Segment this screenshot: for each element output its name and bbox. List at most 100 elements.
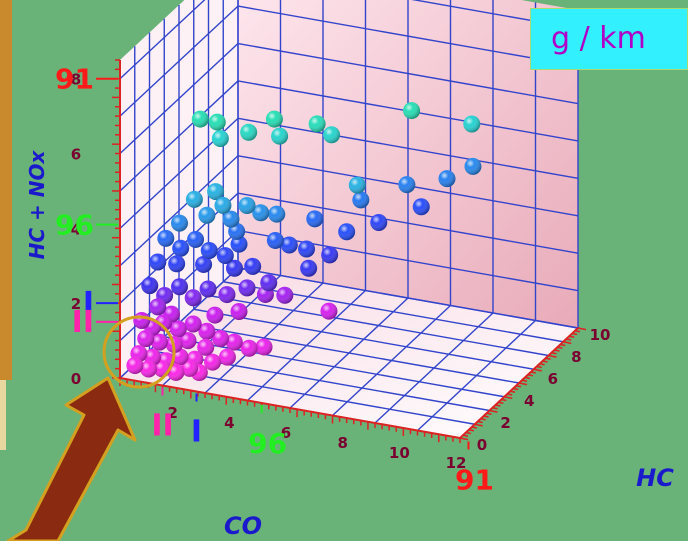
limit-marker-label: 96	[248, 427, 287, 460]
data-point	[218, 348, 236, 366]
data-point	[169, 320, 187, 338]
axis-tick	[501, 398, 507, 402]
axis-tick	[459, 437, 469, 441]
axis-tick	[569, 335, 575, 338]
axis-tick	[468, 429, 474, 432]
data-point	[191, 110, 209, 128]
chart-axes	[112, 59, 587, 443]
data-point	[150, 333, 168, 351]
pointer-arrow	[6, 376, 137, 541]
data-point	[240, 123, 258, 141]
axis-tick	[542, 360, 548, 363]
data-point	[211, 130, 229, 148]
limit-marker-label: 91	[55, 63, 94, 96]
axis-tick	[507, 393, 513, 396]
left-border-decoration-lower	[0, 380, 6, 450]
axis-tick	[510, 390, 516, 393]
axis-tick	[495, 404, 501, 407]
data-point	[352, 191, 370, 209]
x-tick-label: 6	[281, 424, 291, 442]
data-point	[204, 353, 222, 371]
grid-line	[193, 308, 534, 370]
axis-tick	[551, 352, 557, 355]
data-point	[214, 196, 232, 214]
axis-tick	[480, 418, 486, 421]
data-points	[126, 102, 482, 382]
data-point	[212, 330, 230, 348]
axis-tick	[566, 338, 572, 341]
axis-tick	[554, 349, 560, 352]
data-point	[222, 210, 240, 228]
axis-tick	[462, 434, 469, 437]
x-tick-label: 10	[389, 444, 410, 462]
data-point	[206, 306, 224, 324]
axis-tick	[560, 343, 566, 347]
axis-tick	[533, 368, 542, 372]
y-axis-title: HC	[636, 464, 674, 492]
limit-marker-label: 91	[455, 464, 494, 497]
data-point	[260, 274, 278, 292]
data-point	[149, 253, 167, 271]
data-point	[199, 280, 217, 298]
data-point	[403, 102, 421, 120]
axis-tick	[548, 354, 557, 358]
data-point	[370, 213, 388, 231]
z-tick-label: 6	[71, 146, 81, 164]
limit-marker-label: I	[83, 286, 94, 321]
data-point	[244, 257, 262, 275]
z-tick-label: 4	[71, 220, 81, 238]
axis-tick	[489, 409, 498, 413]
axis-tick	[512, 387, 519, 391]
axis-tick	[498, 401, 504, 404]
data-point	[280, 236, 298, 254]
data-point	[398, 176, 416, 194]
data-point	[252, 204, 270, 222]
axis-tick	[557, 346, 563, 349]
data-point	[464, 157, 482, 175]
data-point	[230, 235, 248, 253]
axis-tick	[539, 363, 545, 366]
axis-tick	[515, 385, 522, 388]
data-point	[172, 239, 190, 257]
axis-tick	[474, 423, 483, 427]
data-point	[149, 298, 167, 316]
data-point	[300, 259, 318, 277]
axis-tick	[574, 330, 581, 333]
axis-tick	[504, 396, 513, 400]
data-point	[185, 190, 203, 208]
data-point	[195, 255, 213, 273]
axis-tick	[521, 379, 528, 382]
data-point	[184, 289, 202, 307]
x-axis-title: CO	[224, 512, 262, 540]
data-point	[197, 338, 215, 356]
data-point	[216, 247, 234, 265]
axis-tick	[563, 341, 572, 345]
grid-line	[208, 294, 549, 357]
data-point	[198, 206, 216, 224]
axis-tick	[527, 374, 533, 377]
data-point	[126, 356, 144, 374]
data-point	[170, 214, 188, 232]
data-point	[271, 127, 289, 145]
data-point	[463, 115, 481, 133]
data-point	[141, 277, 159, 295]
data-point	[255, 338, 273, 356]
axis-tick	[536, 365, 542, 369]
data-point	[308, 115, 326, 133]
data-point	[321, 246, 339, 264]
data-point	[140, 360, 158, 378]
axis-tick	[471, 426, 477, 429]
data-point	[276, 286, 294, 304]
data-point	[184, 315, 202, 333]
y-tick-label: 10	[590, 326, 611, 344]
data-point	[338, 223, 356, 241]
highlight-circle	[102, 315, 176, 389]
data-point	[240, 339, 258, 357]
axis-tick	[530, 371, 536, 374]
data-point	[200, 241, 218, 259]
data-point	[133, 311, 151, 329]
y-tick-label: 2	[500, 414, 510, 432]
data-point	[268, 205, 286, 223]
axis-tick	[571, 332, 578, 336]
